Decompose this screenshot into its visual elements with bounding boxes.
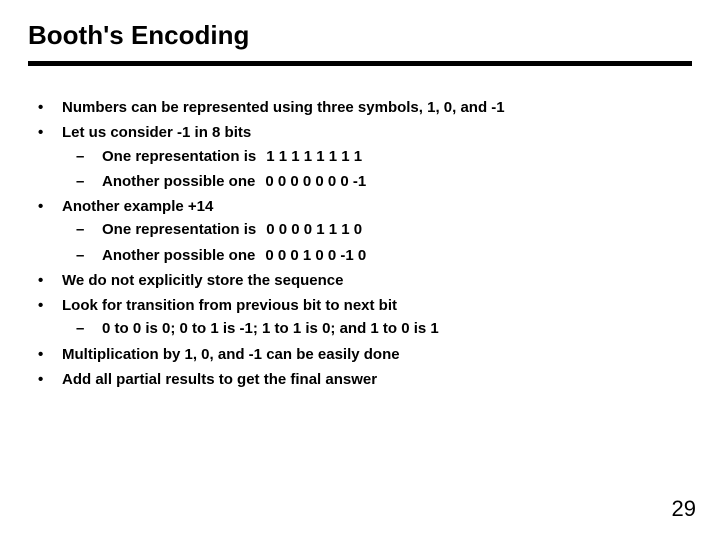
sub-bullet-label: Another possible one (102, 173, 255, 190)
bullet-text: We do not explicitly store the sequence (62, 272, 343, 289)
bullet-text: Multiplication by 1, 0, and -1 can be ea… (62, 346, 400, 363)
bullet-item: Let us consider -1 in 8 bits One represe… (28, 121, 692, 193)
title-rule (28, 61, 692, 66)
bullet-item: Add all partial results to get the final… (28, 368, 692, 391)
bullet-text: Let us consider -1 in 8 bits (62, 124, 251, 141)
slide-content: Numbers can be represented using three s… (28, 96, 692, 391)
bullet-text: Another example +14 (62, 198, 213, 215)
slide: Booth's Encoding Numbers can be represen… (0, 0, 720, 540)
bullet-list: Numbers can be represented using three s… (28, 96, 692, 391)
sub-bullet-label: Another possible one (102, 247, 255, 264)
page-number: 29 (672, 496, 696, 522)
bullet-text: Add all partial results to get the final… (62, 371, 377, 388)
sub-bullet-item: Another possible one 0 0 0 1 0 0 -1 0 (62, 244, 692, 267)
sub-bullet-item: 0 to 0 is 0; 0 to 1 is -1; 1 to 1 is 0; … (62, 317, 692, 340)
sub-bullet-item: One representation is 1 1 1 1 1 1 1 1 (62, 145, 692, 168)
sub-bullet-list: One representation is 1 1 1 1 1 1 1 1 Ano… (62, 145, 692, 194)
bit-sequence: 0 0 0 0 1 1 1 0 (266, 221, 362, 238)
bullet-item: We do not explicitly store the sequence (28, 269, 692, 292)
bullet-text: Look for transition from previous bit to… (62, 297, 397, 314)
sub-bullet-list: 0 to 0 is 0; 0 to 1 is -1; 1 to 1 is 0; … (62, 317, 692, 340)
bullet-text: Numbers can be represented using three s… (62, 99, 505, 116)
sub-bullet-item: Another possible one 0 0 0 0 0 0 0 -1 (62, 170, 692, 193)
slide-title: Booth's Encoding (28, 20, 692, 51)
bullet-item: Look for transition from previous bit to… (28, 294, 692, 341)
bit-sequence: 0 0 0 0 0 0 0 -1 (265, 173, 366, 190)
sub-bullet-item: One representation is 0 0 0 0 1 1 1 0 (62, 218, 692, 241)
bullet-item: Numbers can be represented using three s… (28, 96, 692, 119)
bullet-item: Another example +14 One representation i… (28, 195, 692, 267)
bullet-item: Multiplication by 1, 0, and -1 can be ea… (28, 343, 692, 366)
sub-bullet-label: One representation is (102, 148, 256, 165)
sub-bullet-list: One representation is 0 0 0 0 1 1 1 0 Ano… (62, 218, 692, 267)
bit-sequence: 0 0 0 1 0 0 -1 0 (265, 247, 366, 264)
sub-bullet-label: One representation is (102, 221, 256, 238)
sub-bullet-text: 0 to 0 is 0; 0 to 1 is -1; 1 to 1 is 0; … (102, 320, 439, 337)
bit-sequence: 1 1 1 1 1 1 1 1 (266, 148, 362, 165)
